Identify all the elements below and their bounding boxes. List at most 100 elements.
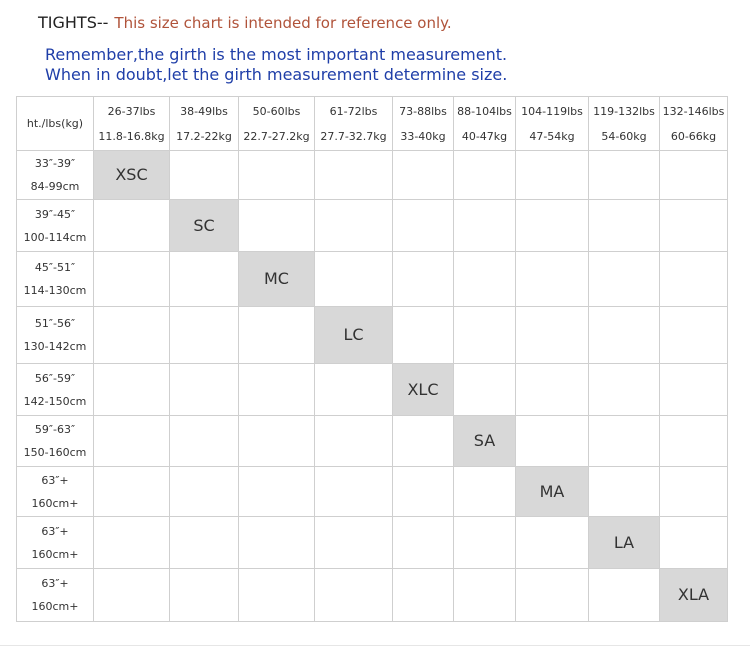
height-inches: 63″+ xyxy=(41,577,69,590)
height-cm: 84-99cm xyxy=(30,180,80,193)
empty-cell xyxy=(453,306,516,364)
weight-kg: 60-66kg xyxy=(670,129,717,143)
empty-cell xyxy=(453,568,516,622)
empty-cell xyxy=(392,516,454,569)
empty-cell xyxy=(238,568,315,622)
empty-cell xyxy=(392,466,454,517)
weight-lbs: 50-60lbs xyxy=(252,104,301,118)
height-inches: 51″-56″ xyxy=(34,317,76,330)
empty-cell xyxy=(169,150,239,200)
empty-cell xyxy=(659,415,728,467)
empty-cell xyxy=(169,516,239,569)
weight-column-header: 38-49lbs 17.2-22kg xyxy=(169,96,239,151)
weight-lbs: 88-104lbs xyxy=(457,104,512,118)
empty-cell xyxy=(392,199,454,252)
table-row: 63″+ 160cm+ MA xyxy=(16,466,728,517)
empty-cell xyxy=(588,150,660,200)
weight-column-header: 50-60lbs 22.7-27.2kg xyxy=(238,96,315,151)
size-cell: XSC xyxy=(93,150,170,200)
weight-lbs: 38-49lbs xyxy=(180,104,228,118)
empty-cell xyxy=(93,363,170,416)
bottom-divider xyxy=(0,645,750,646)
height-cell: 51″-56″ 130-142cm xyxy=(16,306,94,364)
empty-cell xyxy=(453,199,516,252)
height-cell: 45″-51″ 114-130cm xyxy=(16,251,94,307)
weight-kg: 47-54kg xyxy=(529,129,575,143)
height-cell: 56″-59″ 142-150cm xyxy=(16,363,94,416)
empty-cell xyxy=(93,251,170,307)
height-cell: 63″+ 160cm+ xyxy=(16,516,94,569)
height-inches: 56″-59″ xyxy=(34,371,76,385)
height-cm: 114-130cm xyxy=(23,284,87,297)
empty-cell xyxy=(392,251,454,307)
weight-kg: 40-47kg xyxy=(461,129,508,143)
size-cell: LA xyxy=(588,516,660,569)
empty-cell xyxy=(238,306,315,364)
empty-cell xyxy=(93,415,170,467)
weight-kg: 27.7-32.7kg xyxy=(320,129,387,143)
empty-cell xyxy=(238,199,315,252)
weight-column-header: 88-104lbs 40-47kg xyxy=(453,96,516,151)
empty-cell xyxy=(169,415,239,467)
weight-column-header: 104-119lbs 47-54kg xyxy=(515,96,589,151)
empty-cell xyxy=(588,415,660,467)
size-cell: MA xyxy=(515,466,589,517)
empty-cell xyxy=(588,568,660,622)
empty-cell xyxy=(169,568,239,622)
empty-cell xyxy=(659,516,728,569)
empty-cell xyxy=(659,150,728,200)
empty-cell xyxy=(238,150,315,200)
empty-cell xyxy=(659,306,728,364)
weight-lbs: 26-37lbs xyxy=(107,104,156,118)
empty-cell xyxy=(238,516,315,569)
height-inches: 45″-51″ xyxy=(34,261,76,274)
empty-cell xyxy=(515,568,589,622)
empty-cell xyxy=(515,251,589,307)
empty-cell xyxy=(659,363,728,416)
empty-cell xyxy=(314,466,393,517)
weight-column-header: 73-88lbs 33-40kg xyxy=(392,96,454,151)
empty-cell xyxy=(588,251,660,307)
height-cell: 39″-45″ 100-114cm xyxy=(16,199,94,252)
size-cell: SC xyxy=(169,199,239,252)
height-cm: 100-114cm xyxy=(23,230,87,244)
empty-cell xyxy=(588,363,660,416)
weight-column-header: 132-146lbs 60-66kg xyxy=(659,96,728,151)
empty-cell xyxy=(169,251,239,307)
empty-cell xyxy=(453,516,516,569)
weight-lbs: 104-119lbs xyxy=(521,104,583,118)
weight-lbs: 119-132lbs xyxy=(593,104,655,118)
empty-cell xyxy=(314,251,393,307)
table-row: 51″-56″ 130-142cm LC xyxy=(16,306,728,364)
empty-cell xyxy=(392,306,454,364)
height-cm: 160cm+ xyxy=(31,547,79,561)
weight-header-row: ht./lbs(kg) 26-37lbs 11.8-16.8kg 38-49lbs 1… xyxy=(16,96,728,151)
empty-cell xyxy=(238,363,315,416)
weight-column-header: 119-132lbs 54-60kg xyxy=(588,96,660,151)
empty-cell xyxy=(659,199,728,252)
empty-cell xyxy=(93,466,170,517)
chart-title: TIGHTS-- This size chart is intended for … xyxy=(38,13,452,32)
height-cell: 63″+ 160cm+ xyxy=(16,466,94,517)
empty-cell xyxy=(588,466,660,517)
empty-cell xyxy=(515,516,589,569)
height-cell: 63″+ 160cm+ xyxy=(16,568,94,622)
empty-cell xyxy=(314,150,393,200)
empty-cell xyxy=(588,306,660,364)
size-cell: MC xyxy=(238,251,315,307)
empty-cell xyxy=(392,568,454,622)
empty-cell xyxy=(659,466,728,517)
empty-cell xyxy=(93,306,170,364)
empty-cell xyxy=(314,568,393,622)
height-cm: 150-160cm xyxy=(23,446,87,459)
empty-cell xyxy=(169,466,239,517)
empty-cell xyxy=(93,516,170,569)
weight-column-header: 26-37lbs 11.8-16.8kg xyxy=(93,96,170,151)
product-label: TIGHTS-- xyxy=(38,13,109,32)
size-cell: XLC xyxy=(392,363,454,416)
empty-cell xyxy=(453,150,516,200)
empty-cell xyxy=(515,363,589,416)
weight-kg: 22.7-27.2kg xyxy=(243,129,310,143)
height-cm: 160cm+ xyxy=(31,600,79,613)
height-cm: 160cm+ xyxy=(31,496,79,510)
